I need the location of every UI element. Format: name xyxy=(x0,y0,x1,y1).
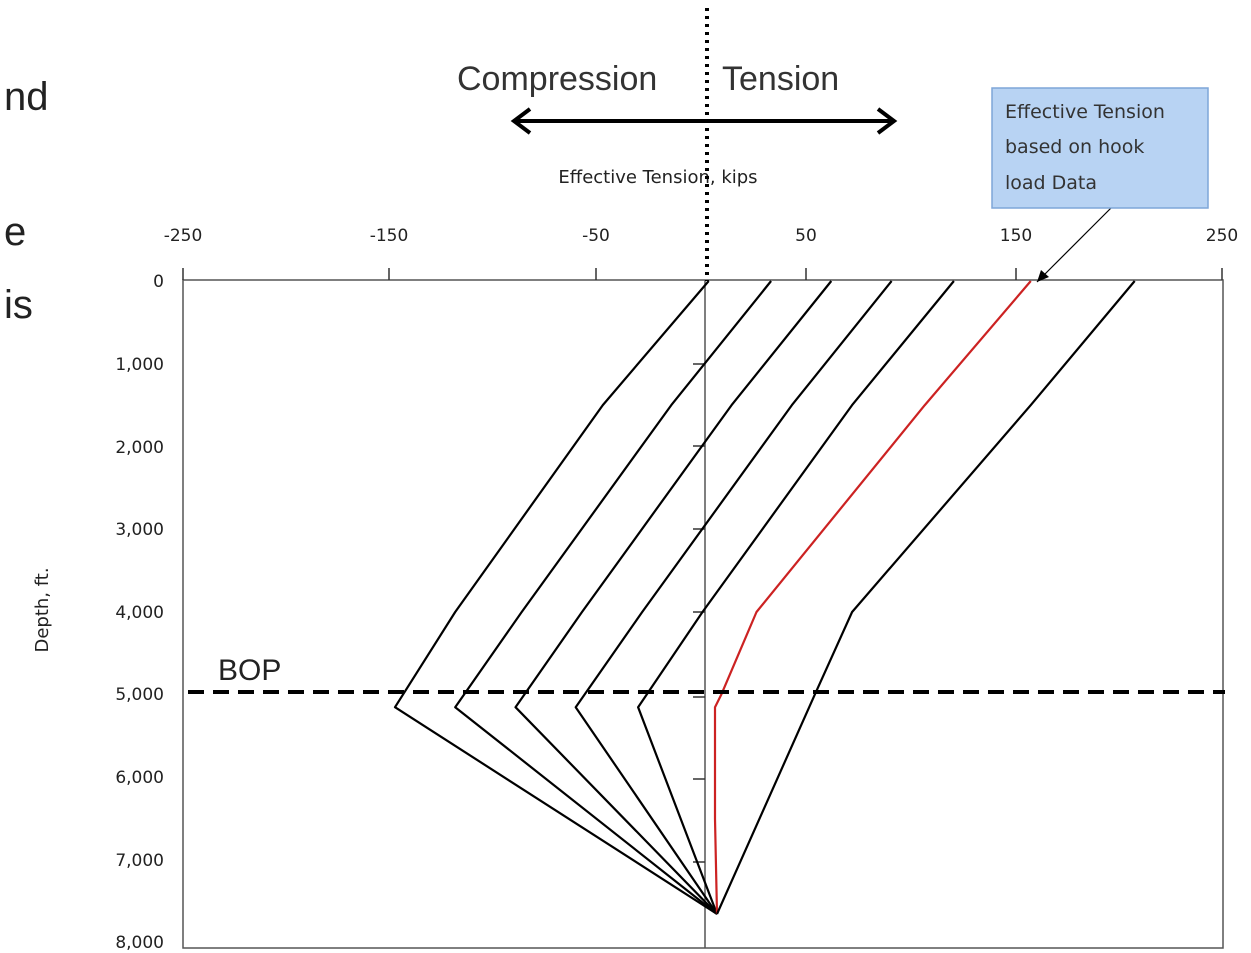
y-tick-marks xyxy=(693,363,705,863)
y-tick-label: 2,000 xyxy=(115,438,164,458)
callout-line: based on hook xyxy=(1005,136,1144,158)
y-tick-label: 3,000 xyxy=(115,520,164,540)
x-tick-label: 150 xyxy=(1000,226,1032,246)
tension-label: Tension xyxy=(722,60,839,98)
compression-label: Compression xyxy=(457,60,657,98)
series-line-2 xyxy=(454,280,772,915)
slide-text-fragment: e xyxy=(4,210,26,254)
callout-box xyxy=(991,87,1209,209)
y-tick-label: 4,000 xyxy=(115,603,164,623)
y-tick-label: 6,000 xyxy=(115,768,164,788)
y-tick-label: 8,000 xyxy=(115,933,164,953)
callout-arrow-head xyxy=(1037,270,1049,282)
series-line-5 xyxy=(636,280,955,915)
y-tick-label: 7,000 xyxy=(115,851,164,871)
slide-text-fragment: nd xyxy=(4,75,49,119)
slide-text: nd e is xyxy=(4,75,49,327)
compression-arrow-head xyxy=(510,107,532,135)
x-tick-label: -50 xyxy=(582,226,610,246)
x-tick-marks xyxy=(182,268,1223,280)
bop-label: BOP xyxy=(218,654,281,687)
series-line-3 xyxy=(514,280,833,915)
slide-text-fragment: is xyxy=(4,283,33,327)
y-tick-label: 5,000 xyxy=(115,685,164,705)
tension-arrow-head xyxy=(876,107,898,135)
series-line-1 xyxy=(393,280,718,915)
y-tick-label: 0 xyxy=(153,272,164,292)
x-tick-label: -150 xyxy=(370,226,409,246)
y-axis-title: Depth, ft. xyxy=(32,567,53,652)
series-line-6 xyxy=(713,280,1032,915)
callout-leader xyxy=(1036,204,1115,283)
callout-line: load Data xyxy=(1005,172,1097,194)
series-line-4 xyxy=(574,280,893,915)
callout-line: Effective Tension xyxy=(1005,101,1165,123)
plot-area xyxy=(182,279,1224,949)
x-tick-label: -250 xyxy=(164,226,203,246)
series-layer xyxy=(393,280,1136,915)
y-tick-label: 1,000 xyxy=(115,355,164,375)
x-axis-title: Effective Tension, kips xyxy=(558,167,757,188)
x-tick-label: 250 xyxy=(1206,226,1238,246)
series-line-7 xyxy=(715,280,1136,915)
x-tick-label: 50 xyxy=(795,226,817,246)
